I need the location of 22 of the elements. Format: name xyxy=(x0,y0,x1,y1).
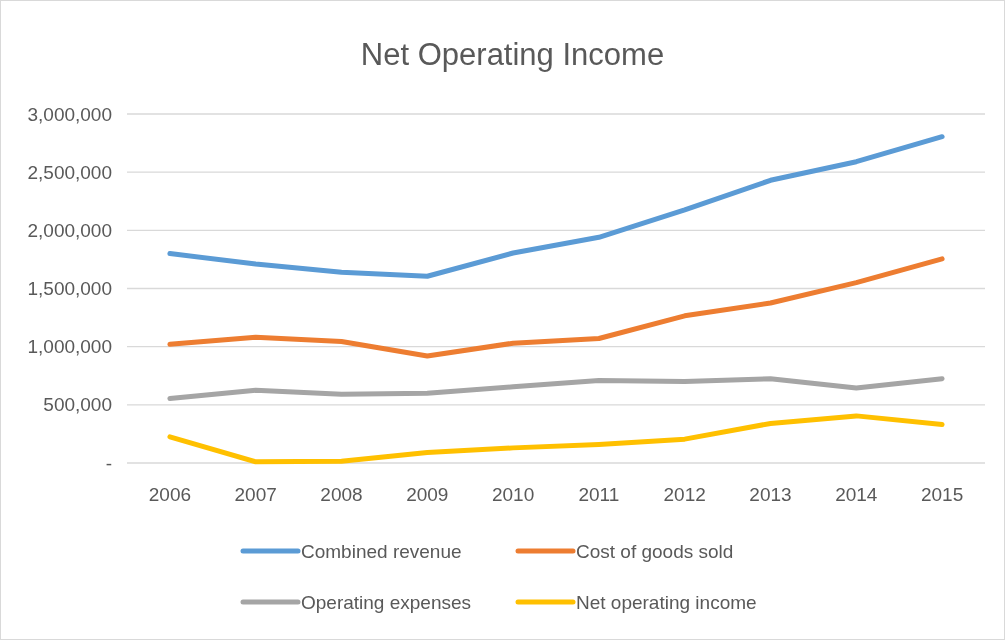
y-tick-label: 1,500,000 xyxy=(27,278,112,300)
x-tick-label: 2013 xyxy=(749,484,792,505)
x-tick-label: 2010 xyxy=(491,484,535,505)
x-tick-label: 2012 xyxy=(663,484,706,505)
y-tick-label: 3,000,000 xyxy=(27,103,112,125)
y-tick-label: 500,000 xyxy=(43,394,112,416)
x-tick-label: 2014 xyxy=(835,484,878,505)
x-tick-label: 2015 xyxy=(920,484,964,505)
chart-title: Net Operating Income xyxy=(360,37,665,72)
x-tick-label: 2008 xyxy=(320,484,363,505)
y-tick-label: 1,000,000 xyxy=(27,336,112,358)
y-tick-label: 2,000,000 xyxy=(27,219,112,241)
x-tick-label: 2007 xyxy=(234,484,277,505)
x-tick-label: 2011 xyxy=(578,484,620,505)
y-tick-label: 2,500,000 xyxy=(27,161,112,183)
legend-label: Operating expenses xyxy=(301,591,472,613)
x-tick-label: 2009 xyxy=(406,484,449,505)
legend-label: Combined revenue xyxy=(301,540,462,562)
y-tick-label: - xyxy=(105,452,112,474)
legend-label: Net operating income xyxy=(576,591,757,613)
x-tick-label: 2006 xyxy=(148,484,192,505)
legend-label: Cost of goods sold xyxy=(576,540,734,562)
